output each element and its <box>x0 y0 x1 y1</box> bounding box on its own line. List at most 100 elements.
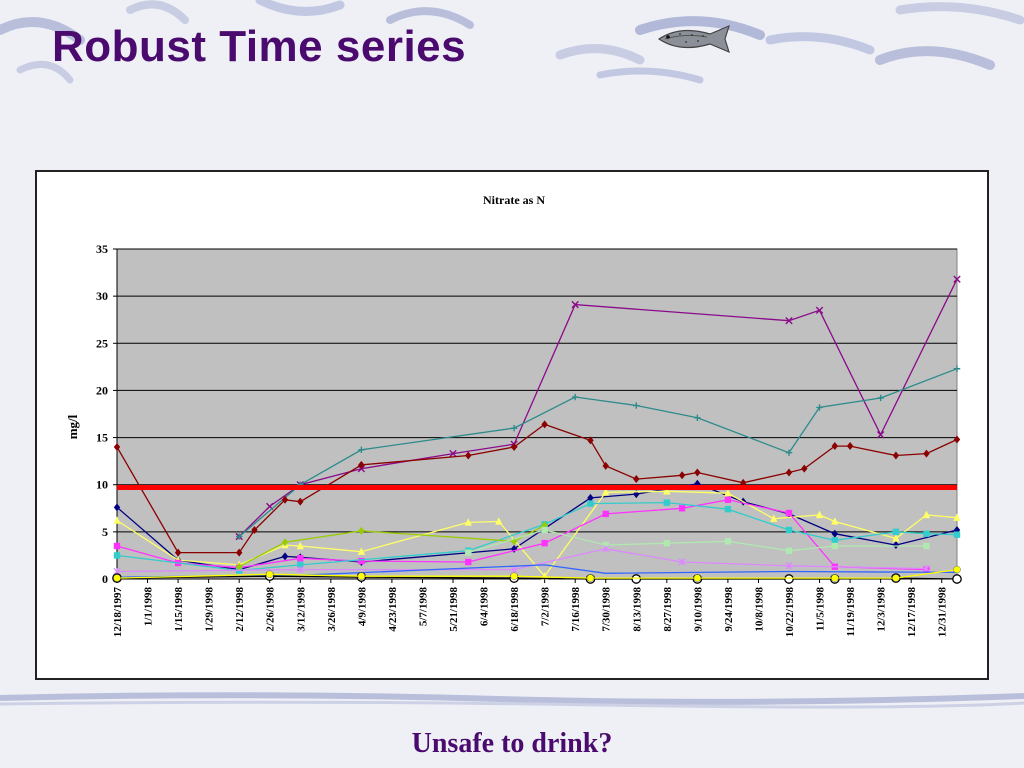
data-point <box>113 516 121 524</box>
data-point <box>923 530 930 537</box>
data-point <box>465 549 472 556</box>
data-point <box>923 542 930 550</box>
y-tick-label: 15 <box>96 431 108 445</box>
x-tick-label: 12/18/1997 <box>112 587 124 638</box>
x-tick-label: 7/16/1998 <box>570 587 582 632</box>
data-point <box>724 506 732 513</box>
data-point <box>693 574 702 582</box>
data-point <box>876 431 885 439</box>
data-point <box>892 541 900 550</box>
data-point <box>831 574 839 582</box>
data-point <box>358 557 365 565</box>
data-point <box>831 517 839 525</box>
data-point <box>953 365 961 372</box>
data-point <box>724 538 732 545</box>
data-point <box>816 404 823 411</box>
data-point <box>265 570 274 579</box>
data-point <box>922 565 931 573</box>
y-tick-label: 5 <box>102 525 108 539</box>
data-point <box>113 552 121 559</box>
data-point <box>831 542 839 550</box>
data-point <box>587 436 594 445</box>
data-point <box>892 528 900 536</box>
x-tick-label: 1/15/1998 <box>173 587 185 632</box>
x-tick-label: 4/9/1998 <box>356 587 368 627</box>
data-point <box>602 541 609 549</box>
x-tick-label: 7/30/1998 <box>601 587 613 632</box>
y-tick-label: 10 <box>96 478 108 492</box>
data-point <box>770 514 778 522</box>
data-point <box>464 518 472 526</box>
data-point <box>541 539 548 547</box>
data-point <box>846 442 854 451</box>
data-point <box>724 496 732 503</box>
data-point <box>784 574 794 584</box>
x-tick-label: 10/22/1998 <box>784 587 796 638</box>
data-point <box>663 487 671 495</box>
x-tick-label: 12/17/1998 <box>906 587 918 638</box>
data-point <box>831 537 839 544</box>
data-point <box>953 435 961 444</box>
data-point <box>358 460 365 469</box>
x-tick-label: 8/13/1998 <box>631 587 643 632</box>
fish-icon <box>657 24 730 54</box>
data-point <box>510 443 518 451</box>
data-point <box>281 552 289 561</box>
data-point <box>953 513 961 521</box>
data-point <box>602 488 610 496</box>
y-tick-label: 0 <box>102 572 108 586</box>
x-tick-label: 6/18/1998 <box>509 587 521 632</box>
data-point <box>449 449 457 458</box>
data-point <box>633 475 640 484</box>
data-point <box>235 562 243 571</box>
x-tick-label: 12/3/1998 <box>876 587 888 632</box>
data-point <box>510 572 518 580</box>
data-point <box>465 451 472 460</box>
data-point <box>358 526 365 535</box>
plot-area <box>116 248 958 580</box>
x-tick-label: 3/26/1998 <box>326 587 338 632</box>
x-tick-label: 12/31/1998 <box>937 587 949 638</box>
nitrate-chart: Nitrate as N mg/l 0 5 10 15 20 25 30 35 12/18/19… <box>65 193 962 638</box>
x-tick-label: 7/2/1998 <box>540 587 552 627</box>
x-tick-label: 2/12/1998 <box>234 587 246 632</box>
data-point <box>281 495 289 504</box>
data-point <box>541 526 548 534</box>
data-point <box>587 500 594 507</box>
data-point <box>739 478 747 487</box>
data-point <box>952 574 962 584</box>
data-point <box>678 558 686 566</box>
data-point <box>113 542 121 550</box>
data-point <box>602 545 610 553</box>
data-point <box>801 464 808 473</box>
data-point <box>174 548 182 557</box>
data-point <box>571 300 579 309</box>
x-tick-label: 5/21/1998 <box>448 587 460 632</box>
data-point <box>892 574 900 582</box>
x-tick-label: 10/8/1998 <box>753 587 765 632</box>
data-point <box>297 561 304 569</box>
data-point <box>251 525 258 534</box>
x-tick-label: 3/12/1998 <box>295 587 307 632</box>
y-axis-label: mg/l <box>65 414 80 439</box>
data-point <box>297 497 304 506</box>
series-line <box>116 490 958 578</box>
x-tick-label: 1/1/1998 <box>143 587 155 627</box>
x-tick-label: 9/10/1998 <box>692 587 704 632</box>
data-point <box>235 533 243 540</box>
data-point <box>571 393 579 401</box>
x-tick-label: 6/4/1998 <box>479 587 491 627</box>
y-tick-label: 30 <box>96 289 108 303</box>
data-point <box>953 565 961 574</box>
data-point <box>113 503 121 512</box>
data-point <box>785 468 793 477</box>
x-tick-label: 8/27/1998 <box>662 587 674 632</box>
data-point <box>922 510 931 519</box>
bottom-decoration <box>0 692 1024 709</box>
data-point <box>831 529 839 538</box>
data-point <box>296 541 304 550</box>
data-point <box>235 548 243 557</box>
data-point <box>113 443 121 451</box>
data-point <box>831 442 839 451</box>
chart-frame: Nitrate as N mg/l 0 5 10 15 20 25 30 35 12/18/19… <box>35 170 989 680</box>
